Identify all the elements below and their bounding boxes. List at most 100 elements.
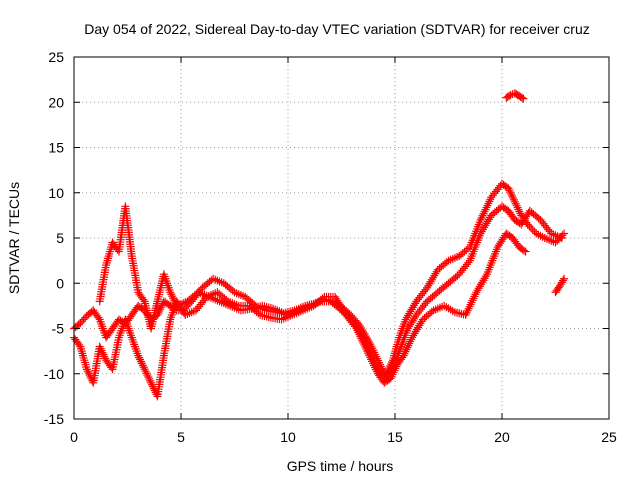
data-point-track-1: [406, 307, 415, 316]
grid-lines: [74, 57, 609, 419]
data-point-track-3: [481, 221, 490, 230]
data-point-track-2: [467, 298, 476, 307]
data-point-track-2: [477, 280, 486, 289]
data-point-track-2: [408, 333, 417, 342]
data-point-track-2: [465, 302, 474, 311]
data-point-track-3: [534, 214, 543, 223]
data-point-track-2: [416, 319, 425, 328]
data-point-track-3: [367, 342, 376, 351]
data-point-track-3: [376, 362, 385, 371]
data-point-track-1: [477, 213, 486, 222]
data-point-track-3: [557, 234, 566, 242]
data-point-track-2: [473, 286, 482, 295]
data-point-track-2: [404, 341, 413, 350]
data-point-track-2: [368, 357, 377, 366]
data-point-track-1: [525, 222, 534, 231]
data-point-track-1: [508, 191, 517, 200]
x-axis-title: GPS time / hours: [287, 458, 394, 474]
data-point-track-2: [140, 365, 149, 374]
data-point-track-2: [147, 380, 156, 389]
data-point-isolated-23h: [558, 276, 567, 285]
data-point-track-1: [94, 313, 103, 322]
data-point-track-2: [357, 334, 366, 343]
y-tick-label: -10: [44, 366, 64, 382]
data-point-track-2: [147, 378, 156, 387]
data-points: [70, 89, 569, 401]
data-point-track-3: [361, 332, 370, 341]
data-point-track-2: [137, 359, 146, 368]
data-point-track-2: [370, 363, 379, 372]
data-point-track-3: [464, 258, 473, 267]
data-point-track-1: [430, 271, 439, 280]
data-point-track-3: [358, 326, 367, 335]
data-point-track-1: [481, 205, 490, 214]
data-point-track-2: [134, 351, 143, 360]
axis-ticks: 0 5 10 15 20 25 -15 -10 -5 0 5 10 15 20 25: [44, 49, 617, 445]
data-point-track-3: [139, 295, 148, 304]
y-tick-label: 5: [56, 230, 64, 246]
data-point-track-2: [410, 329, 419, 338]
data-point-track-2: [409, 331, 418, 340]
data-point-track-2: [480, 274, 489, 283]
data-point-track-2: [97, 346, 106, 355]
data-point-track-3: [482, 219, 491, 228]
data-point-track-3: [166, 288, 175, 297]
data-point-track-2: [364, 349, 373, 358]
data-point-track-2: [406, 337, 415, 346]
data-point-track-2: [371, 365, 380, 374]
data-point-track-2: [143, 371, 152, 380]
x-tick-label: 20: [494, 429, 510, 445]
data-point-track-2: [359, 338, 368, 347]
x-tick-label: 0: [70, 429, 78, 445]
data-point-track-2: [479, 276, 488, 285]
data-point-track-1: [505, 186, 514, 195]
data-point-track-2: [402, 345, 411, 354]
data-point-track-1: [157, 303, 166, 312]
data-point-track-2: [135, 353, 144, 362]
data-point-track-3: [387, 367, 396, 376]
data-point-track-3: [355, 321, 364, 330]
data-point-track-1: [515, 207, 524, 216]
y-axis-title: SDTVAR / TECUs: [6, 182, 22, 294]
data-point-track-3: [369, 346, 378, 355]
data-point-track-2: [145, 374, 154, 383]
x-tick-label: 25: [601, 429, 617, 445]
data-point-track-1: [509, 195, 518, 204]
data-point-track-1: [483, 201, 492, 210]
data-point-track-2: [98, 348, 107, 357]
data-point-track-1: [476, 215, 485, 224]
data-point-track-2: [469, 294, 478, 303]
data-point-isolated-21h: [519, 94, 528, 103]
data-point-track-2: [75, 340, 84, 349]
x-tick-label: 15: [387, 429, 403, 445]
data-point-track-1: [560, 229, 569, 238]
data-point-isolated-21h: [505, 91, 514, 100]
data-point-track-3: [480, 223, 489, 232]
data-point-track-1: [485, 197, 494, 206]
data-point-track-2: [82, 365, 91, 374]
data-point-track-1: [407, 305, 416, 314]
data-point-track-3: [366, 340, 375, 349]
data-point-track-2: [471, 290, 480, 299]
data-point-track-1: [510, 197, 519, 206]
chart-title: Day 054 of 2022, Sidereal Day-to-day VTE…: [84, 21, 590, 37]
data-point-track-2: [136, 357, 145, 366]
data-point-track-2: [472, 288, 481, 297]
data-point-track-1: [513, 203, 522, 212]
data-point-track-1: [405, 309, 414, 318]
data-point-track-1: [507, 190, 516, 199]
data-point-track-3: [365, 338, 374, 347]
data-point-track-2: [521, 247, 530, 256]
data-point-track-1: [528, 225, 537, 234]
data-point-track-1: [506, 188, 515, 197]
data-point-track-3: [167, 290, 176, 299]
data-point-isolated-21h: [517, 93, 526, 102]
data-point-track-2: [139, 363, 148, 372]
x-tick-label: 5: [177, 429, 185, 445]
data-point-track-1: [427, 275, 436, 284]
data-point-track-3: [371, 350, 380, 359]
data-point-track-2: [474, 284, 483, 293]
data-point-track-3: [421, 299, 430, 308]
data-point-track-2: [464, 304, 473, 313]
data-point-track-3: [359, 328, 368, 337]
